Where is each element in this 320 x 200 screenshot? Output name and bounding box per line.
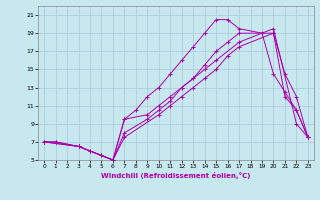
X-axis label: Windchill (Refroidissement éolien,°C): Windchill (Refroidissement éolien,°C) xyxy=(101,172,251,179)
